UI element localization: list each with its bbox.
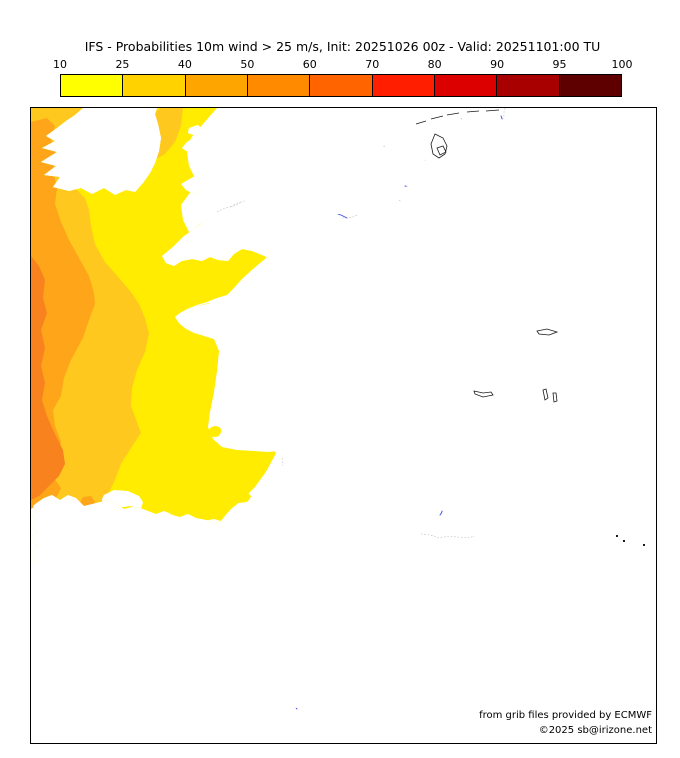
colorbar-tick-60: 60: [302, 58, 317, 71]
colorbar-tick-10: 10: [53, 58, 67, 71]
colorbar-tick-50: 50: [240, 58, 255, 71]
colorbar-cell-90: [497, 75, 560, 96]
colorbar-cell-60: [310, 75, 373, 96]
coastline-layer: [31, 108, 656, 743]
ijsselmeer-lake: [430, 133, 448, 159]
colorbar-tick-25: 25: [115, 58, 130, 71]
colorbar-cell-70: [372, 75, 435, 96]
colorbar-tick-labels: 10 25 40 50 60 70 80 90 95 100: [53, 58, 633, 72]
page-title: IFS - Probabilities 10m wind > 25 m/s, I…: [84, 39, 601, 54]
map-canvas: from grib files provided by ECMWF ©2025 …: [30, 107, 657, 744]
colorbar-cell-10: [61, 75, 124, 96]
colorbar-tick-95: 95: [552, 58, 567, 71]
colorbar-cell-95: [559, 75, 621, 96]
colorbar-cell-50: [247, 75, 311, 96]
tuscan-islets: [616, 535, 645, 546]
credit-copyright: ©2025 sb@irizone.net: [538, 724, 652, 736]
colorbar-tick-80: 80: [427, 58, 442, 71]
colorbar-tick-70: 70: [365, 58, 380, 71]
colorbar-tick-100: 100: [611, 58, 633, 71]
colorbar-cell-25: [123, 75, 186, 96]
weather-map-svg: [31, 108, 656, 743]
alpine-lakes: [473, 328, 559, 403]
probability-fill-layer: [31, 108, 283, 521]
colorbar-cell-80: [434, 75, 498, 96]
wadden-islands: [415, 109, 500, 125]
map-credits: from grib files provided by ECMWF ©2025 …: [479, 709, 652, 738]
colorbar-cell-40: [185, 75, 248, 96]
colorbar-tick-40: 40: [177, 58, 192, 71]
colorbar: [60, 74, 622, 97]
credit-ecmwf: from grib files provided by ECMWF: [479, 710, 652, 721]
colorbar-tick-90: 90: [490, 58, 505, 71]
